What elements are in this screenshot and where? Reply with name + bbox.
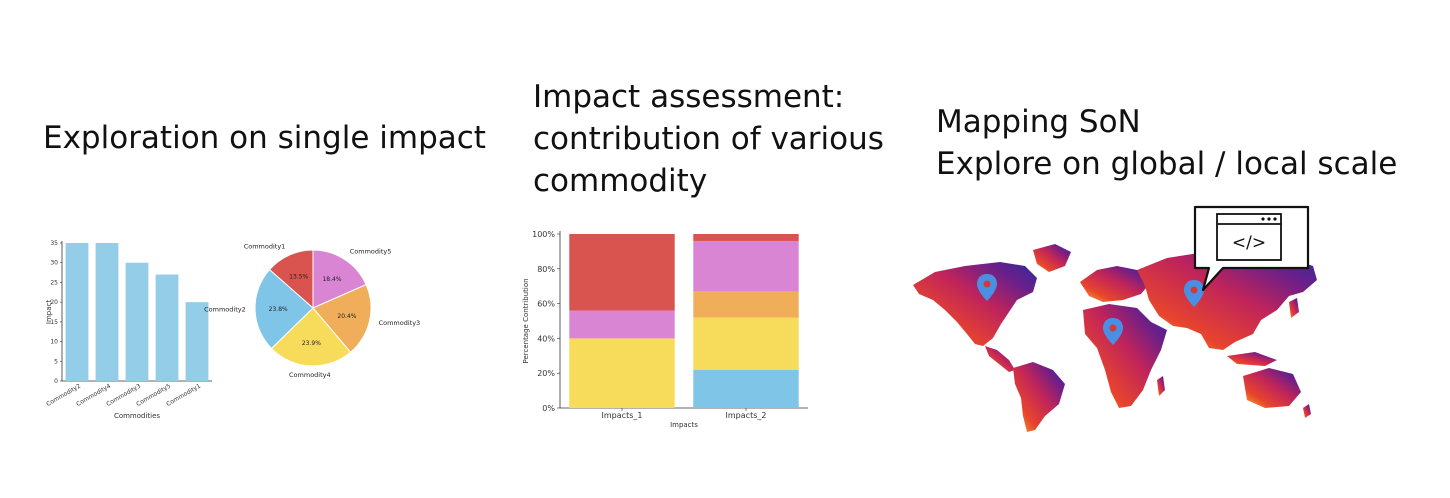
stacked-segment	[693, 234, 799, 241]
heading-line: commodity	[533, 163, 708, 199]
new-zealand-shape	[1303, 404, 1311, 418]
stacked-segment	[693, 291, 799, 318]
x-axis-title: Commodities	[114, 412, 160, 420]
pie-slice	[312, 249, 367, 309]
bar	[185, 302, 209, 381]
pie-percent-label: 13.5%	[289, 273, 308, 280]
world-map: </>	[913, 205, 1317, 432]
south-america-shape	[1013, 362, 1065, 432]
y-tick-label: 40%	[537, 334, 555, 343]
pie-percent-label: 20.4%	[337, 313, 356, 320]
commodity-pie-chart: 13.5% Commodity1 18.4% Commodity5 20.4% Commo…	[204, 243, 421, 380]
y-axis-title: Impact	[45, 300, 53, 324]
pie-category-label: Commodity3	[379, 319, 421, 327]
code-window-callout[interactable]: </>	[1193, 205, 1310, 292]
madagascar-shape	[1157, 376, 1165, 396]
greenland-shape	[1033, 244, 1071, 272]
heading-impact-assessment: Impact assessment: contribution of vario…	[533, 76, 884, 202]
pie-category-label: Commodity5	[350, 248, 392, 256]
australia-shape	[1243, 368, 1301, 408]
heading-line: Explore on global / local scale	[936, 146, 1398, 182]
y-tick-label: 15	[50, 319, 58, 326]
stacked-segment	[693, 240, 799, 292]
y-tick-label: 25	[50, 279, 58, 286]
stacked-segment	[569, 338, 675, 408]
japan-shape	[1289, 298, 1299, 318]
heading-line: Exploration on single impact	[43, 120, 486, 156]
stacked-segment	[569, 234, 675, 311]
pin-asia[interactable]	[1184, 280, 1204, 307]
pie-slice	[270, 307, 352, 367]
code-window-icon: </>	[1216, 213, 1282, 261]
x-tick-label: Impacts_2	[726, 411, 767, 420]
y-tick-label: 20%	[537, 369, 555, 378]
y-tick-label: 100%	[532, 230, 555, 239]
heading-line: contribution of various	[533, 121, 884, 157]
north-america-shape	[913, 262, 1037, 346]
indonesia-shape	[1227, 352, 1277, 366]
bar	[155, 274, 179, 381]
y-tick-label: 60%	[537, 300, 555, 309]
code-glyph: </>	[1232, 233, 1266, 253]
continents	[913, 244, 1317, 432]
stacked-segment	[693, 369, 799, 408]
y-tick-label: 0	[54, 378, 58, 385]
heading-line: Impact assessment:	[533, 79, 845, 115]
y-tick-label: 80%	[537, 265, 555, 274]
pie-category-label: Commodity2	[204, 306, 246, 314]
pie-percent-label: 23.8%	[269, 306, 288, 313]
stacked-segment	[693, 317, 799, 370]
africa-shape	[1083, 304, 1167, 408]
asia-shape	[1137, 250, 1317, 350]
stacked-segment	[569, 310, 675, 339]
y-tick-label: 0%	[542, 404, 555, 413]
y-tick-label: 35	[50, 240, 58, 247]
central-america-shape	[985, 346, 1015, 372]
x-tick-label: Impacts_1	[602, 411, 643, 420]
heading-mapping: Mapping SoN Explore on global / local sc…	[936, 101, 1397, 185]
pie-category-label: Commodity4	[289, 371, 331, 379]
bar	[95, 243, 119, 381]
pie-slice	[312, 283, 372, 353]
pie-category-label: Commodity1	[244, 243, 286, 251]
x-axis-title: Impacts	[670, 421, 698, 429]
y-tick-label: 5	[54, 358, 58, 365]
pin-north-america[interactable]	[977, 274, 997, 301]
pie-percent-label: 23.9%	[302, 340, 321, 347]
heading-line: Mapping SoN	[936, 104, 1141, 140]
pie-slice	[254, 268, 314, 350]
bar	[65, 243, 89, 381]
y-tick-label: 20	[50, 299, 58, 306]
heading-single-impact: Exploration on single impact	[43, 117, 486, 159]
y-axis-title: Percentage Contribution	[522, 278, 530, 363]
single-impact-bar-chart: 05101520253035Commodity2Commodity4Commod…	[45, 240, 212, 420]
y-tick-label: 10	[50, 339, 58, 346]
pie-percent-label: 18.4%	[322, 276, 341, 283]
pin-africa[interactable]	[1103, 318, 1123, 345]
x-tick-label: Commodity1	[165, 383, 202, 408]
impact-stacked-bar-chart: 0% 20% 40% 60% 80% 100% Impacts_1 Impacts_2 Impa…	[522, 230, 808, 429]
europe-shape	[1080, 266, 1151, 302]
y-tick-label: 30	[50, 260, 58, 267]
bar	[125, 262, 149, 381]
